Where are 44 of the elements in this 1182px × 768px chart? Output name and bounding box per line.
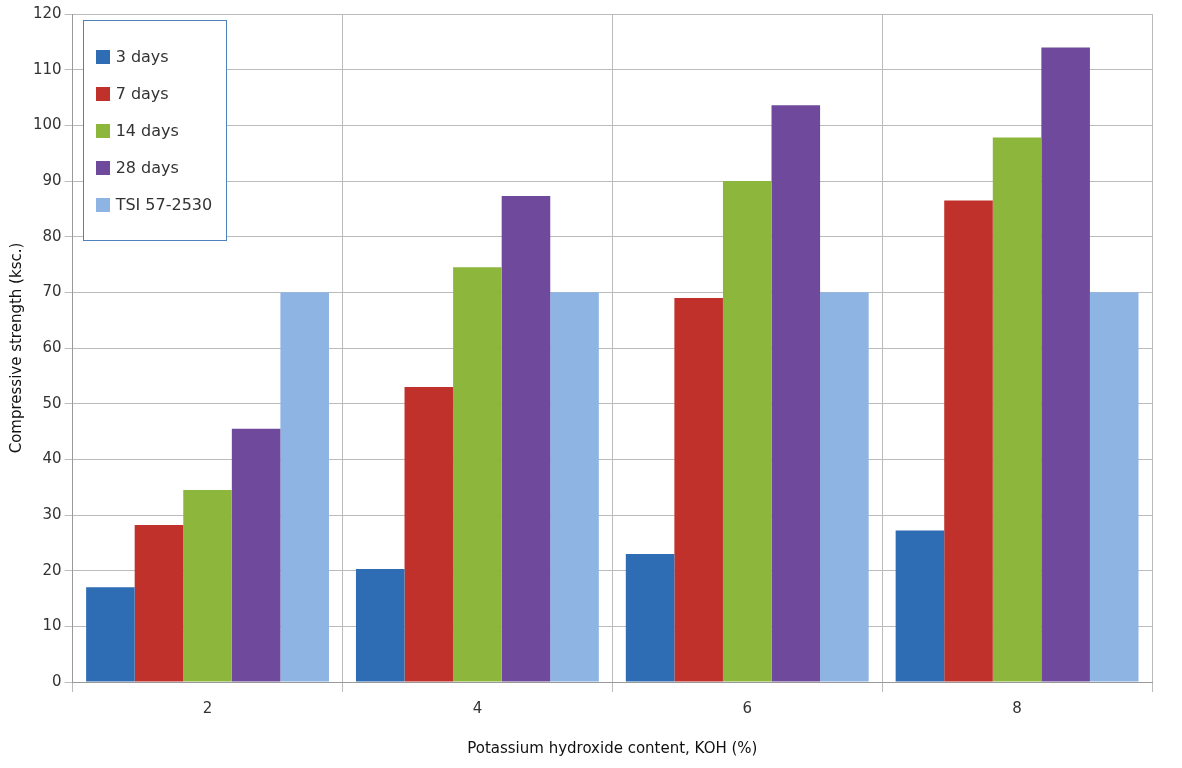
bar [674,297,723,682]
x-tick-label: 6 [742,698,753,717]
legend-label: 28 days [115,158,179,177]
bar [820,292,869,682]
y-tick-label: 20 [42,560,62,579]
y-tick-label: 70 [42,282,62,301]
bar [501,196,551,682]
bar [86,587,135,682]
legend-label: 7 days [115,84,169,103]
y-tick-label: 110 [32,59,62,78]
bar [453,267,502,682]
bar [771,105,821,682]
bar [1089,292,1139,682]
y-tick-label: 40 [42,449,62,468]
x-tick-label: 2 [202,698,213,717]
bar [722,181,772,682]
y-tick-label: 120 [32,3,62,22]
bar [355,569,405,682]
bar [183,489,232,682]
bar [944,200,993,682]
bar [895,530,945,682]
legend-label: 14 days [115,121,179,140]
y-tick-label: 10 [42,616,62,635]
bar [231,428,281,682]
bar [625,553,675,682]
bar [1041,47,1090,682]
bar [550,292,599,682]
bar [404,386,454,682]
y-axis-title: Compressive strength (ksc.) [6,242,25,454]
y-tick-label: 50 [42,393,62,412]
x-axis-title: Potassium hydroxide content, KOH (%) [467,738,758,757]
y-tick-label: 30 [42,504,62,523]
legend-label: TSI 57-2530 [115,195,213,214]
legend-label: 3 days [115,47,169,66]
y-tick-label: 90 [42,170,62,189]
bar [992,137,1042,682]
x-tick-label: 8 [1012,698,1022,717]
y-tick-label: 0 [52,671,62,690]
y-tick-label: 60 [42,337,62,356]
x-tick-label: 4 [472,698,483,717]
bar [280,292,329,682]
y-tick-label: 80 [42,226,62,245]
bar [134,525,184,682]
y-tick-label: 100 [32,115,62,134]
